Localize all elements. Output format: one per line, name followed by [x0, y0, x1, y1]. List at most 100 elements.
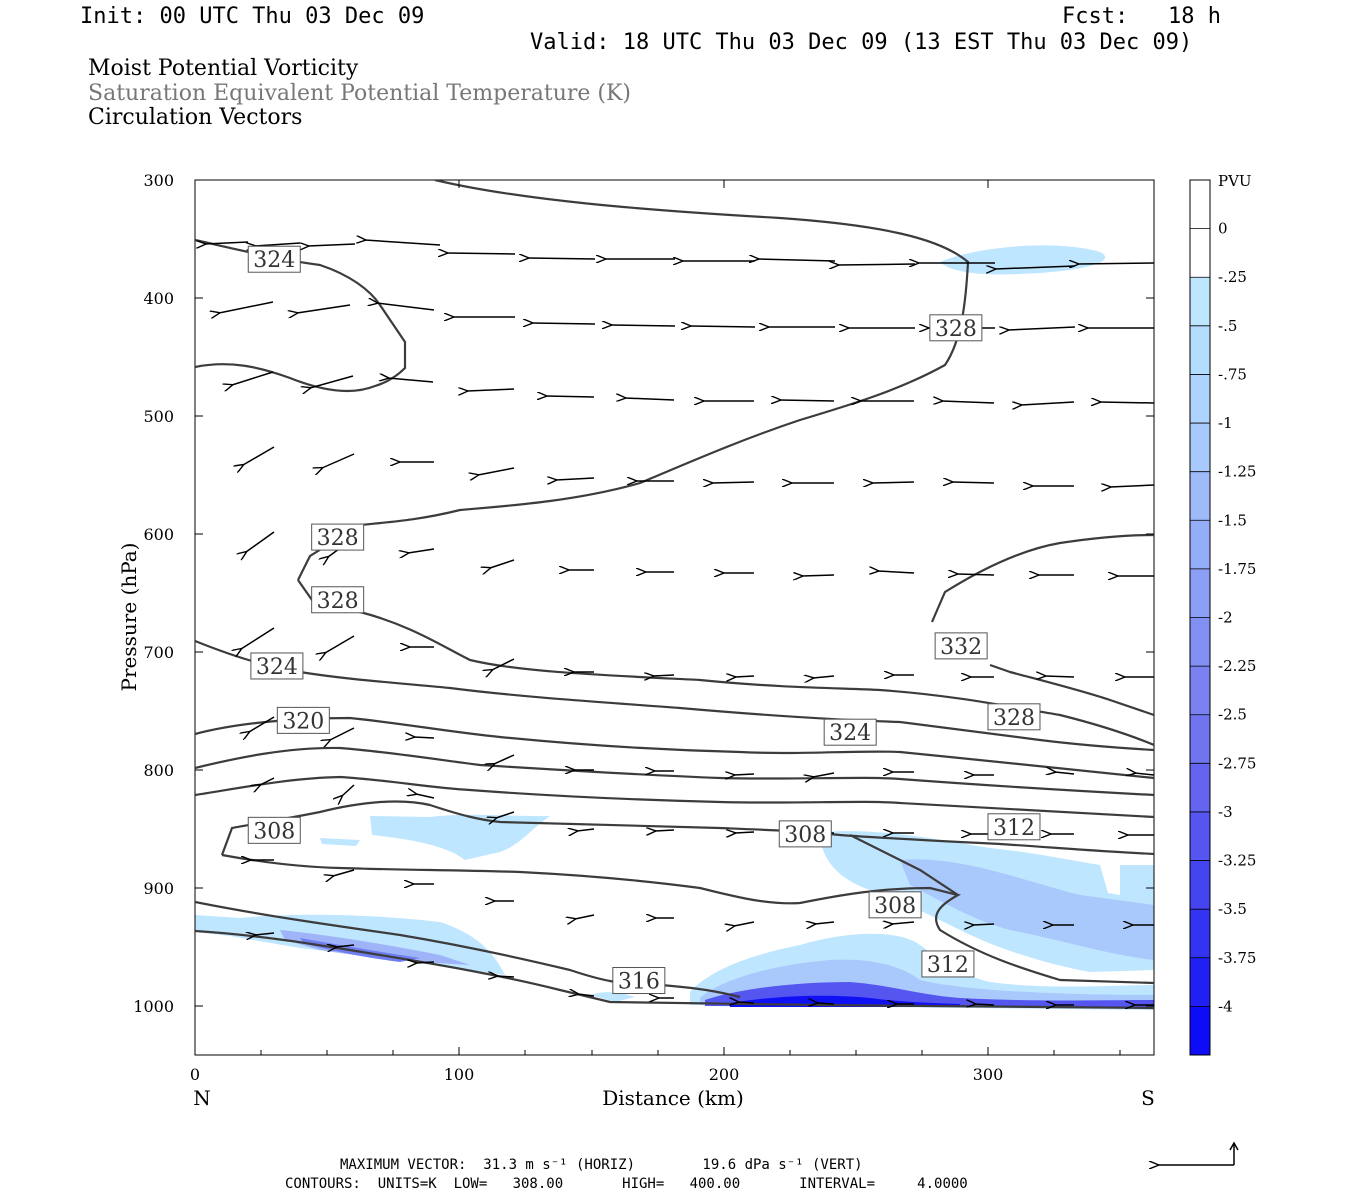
colorbar-label: -.25	[1218, 268, 1247, 286]
colorbar-swatch	[1190, 374, 1210, 424]
colorbar-label: -2	[1218, 609, 1233, 627]
contour-332	[930, 533, 1154, 717]
reference-vector-icon	[1158, 1141, 1239, 1165]
contour-label-text: 308	[253, 819, 295, 844]
colorbar-swatch	[1190, 666, 1210, 716]
vector	[492, 658, 515, 670]
vector	[813, 676, 835, 678]
vector	[872, 482, 915, 483]
contour-312-upper	[195, 775, 1154, 819]
vector	[625, 398, 675, 400]
contour-label-text: 312	[993, 816, 1035, 841]
plot-frame	[194, 179, 1155, 1056]
colorbar-label: -1.25	[1218, 463, 1256, 481]
vector	[532, 323, 596, 324]
contour-320	[195, 716, 1154, 780]
vector	[416, 962, 435, 963]
pv-shade-left-surface-mid	[280, 930, 470, 965]
vector	[995, 266, 1076, 269]
y-tick-label: 900	[143, 879, 174, 898]
vector	[734, 774, 755, 775]
pv-shade-white-notch	[1100, 865, 1120, 895]
colorbar-label: -4	[1218, 997, 1233, 1015]
vector	[377, 303, 435, 311]
vector	[241, 627, 275, 649]
vector	[813, 772, 835, 777]
contour-label-text: 312	[927, 953, 969, 978]
contour-label: 328	[311, 523, 365, 551]
vector	[494, 754, 515, 764]
y-ticks	[195, 179, 1154, 1007]
vector	[497, 976, 515, 977]
vector	[388, 378, 434, 383]
vector	[973, 924, 995, 925]
vector	[738, 1002, 755, 1003]
vector	[490, 559, 515, 568]
pv-shade-upper	[940, 245, 1106, 275]
vector	[467, 389, 515, 391]
vector	[1078, 263, 1154, 264]
contour-316	[195, 746, 1154, 797]
colorbar-swatch	[1190, 568, 1210, 618]
y-tick-label: 300	[143, 171, 174, 190]
vector	[957, 574, 995, 575]
colorbar-label: -.5	[1218, 317, 1237, 335]
vector	[416, 794, 435, 799]
vector	[1045, 676, 1075, 677]
vector	[735, 676, 755, 677]
vector	[1135, 773, 1154, 775]
vector	[447, 253, 516, 254]
contour-label-text: 308	[874, 894, 916, 919]
contour-label: 308	[778, 820, 832, 848]
init-time: Init: 00 UTC Thu 03 Dec 09	[80, 4, 425, 29]
x-tick-label: 200	[709, 1065, 740, 1084]
contour-label-text: 328	[993, 706, 1035, 731]
vector	[1008, 327, 1076, 330]
colorbar-units: PVU	[1218, 172, 1252, 190]
contour-label-text: 316	[618, 970, 660, 995]
forecast-hour: Fcst: 18 h	[1062, 4, 1221, 29]
vector	[838, 264, 916, 265]
vector	[342, 784, 355, 796]
vector	[496, 811, 515, 818]
x-tick-labels: 0 100 200 300	[190, 1065, 1003, 1084]
colorbar-swatch	[1190, 909, 1210, 959]
contour-label-text: 324	[829, 721, 871, 746]
contour-label: 324	[247, 245, 301, 273]
pv-shading	[195, 245, 1154, 1010]
colorbar-label: -3.75	[1218, 949, 1256, 967]
contour-label: 312	[987, 813, 1041, 841]
vector	[297, 304, 351, 313]
vector	[325, 635, 355, 653]
contour-label-text: 328	[317, 526, 359, 551]
colorbar-swatch	[1190, 617, 1210, 667]
vector	[758, 259, 836, 261]
vector	[336, 945, 355, 947]
contour-label-text: 324	[256, 655, 298, 680]
vector	[817, 1003, 835, 1004]
vector	[802, 575, 835, 576]
vector	[712, 482, 755, 483]
contour-label-text: 332	[940, 635, 982, 660]
colorbar-swatch	[1190, 471, 1210, 521]
vector	[578, 994, 595, 996]
contour-label: 328	[929, 314, 983, 342]
contour-label: 324	[823, 718, 877, 746]
colorbar-label: 0	[1218, 220, 1228, 238]
contour-324-mid	[195, 639, 1154, 752]
y-tick-labels: 300 400 500 600 700 800 900 1000	[133, 171, 174, 1016]
pv-colorbar: 0 -.25 -.5 -.75 -1 -1.25 -1.5 -1.75 -2 -2.25 -2.5 -…	[1189, 179, 1256, 1056]
contour-308-upper	[220, 800, 1154, 856]
y-tick-label: 600	[143, 525, 174, 544]
vector	[246, 531, 275, 552]
north-end-label: N	[193, 1086, 211, 1110]
vector	[575, 914, 595, 919]
vector	[1021, 402, 1075, 405]
y-tick-label: 500	[143, 407, 174, 426]
colorbar-label: -3.5	[1218, 900, 1247, 918]
vector	[1100, 402, 1154, 403]
colorbar-swatch	[1190, 714, 1210, 764]
colorbar-swatch	[1190, 277, 1210, 327]
colorbar-label: -1	[1218, 414, 1233, 432]
